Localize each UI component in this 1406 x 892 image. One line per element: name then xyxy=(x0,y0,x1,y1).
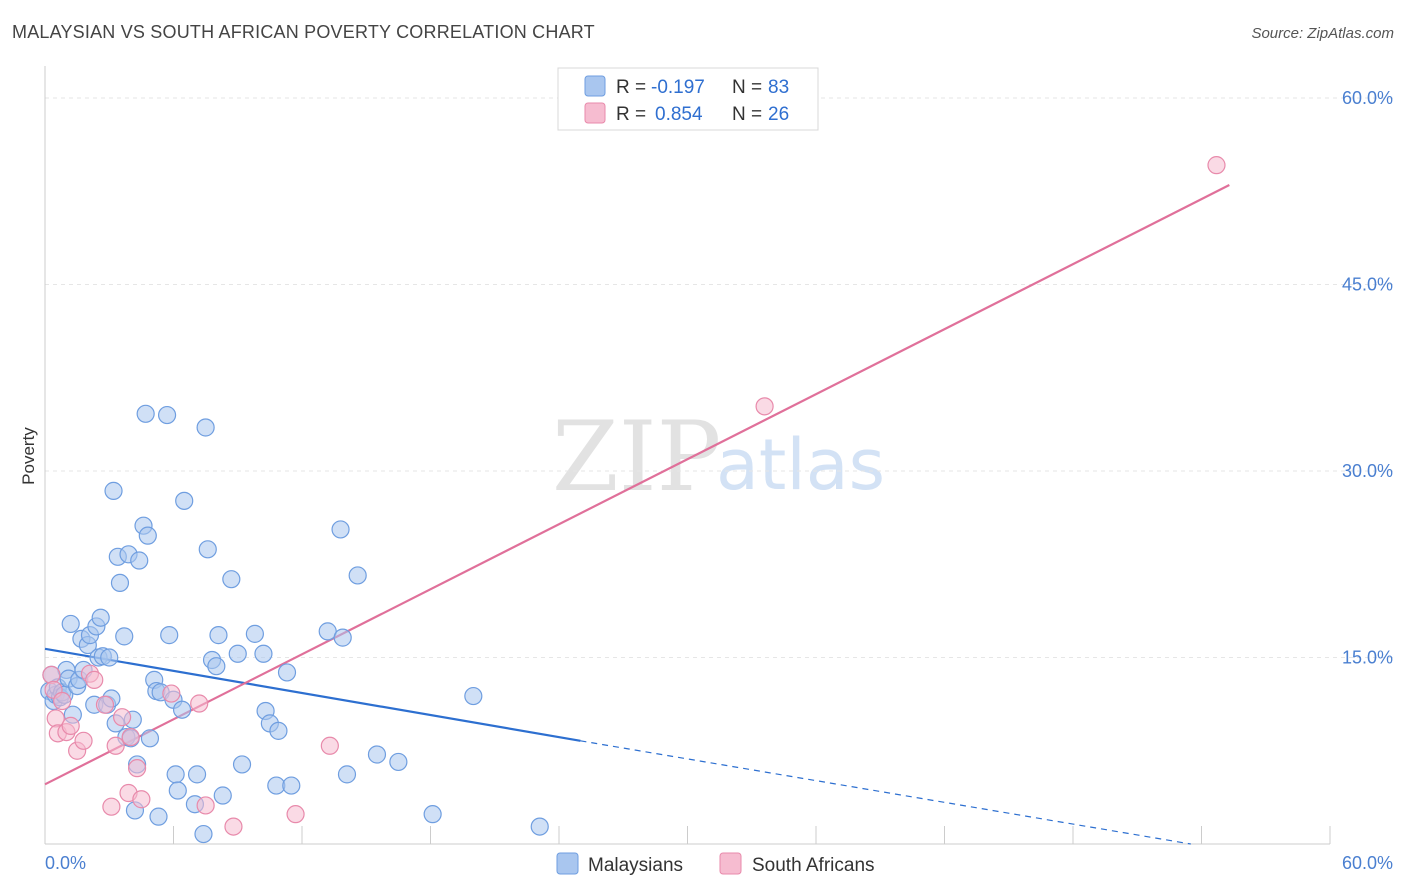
watermark-zip: ZIP xyxy=(552,401,721,513)
south-africans-points xyxy=(42,156,1226,836)
malaysians-point xyxy=(130,551,149,570)
south-africans-point xyxy=(190,694,209,713)
malaysians-point xyxy=(157,405,177,425)
malaysians-point xyxy=(196,418,215,437)
grid-lines xyxy=(45,97,1393,658)
malaysians-point xyxy=(348,566,367,585)
south-africans-point xyxy=(132,790,151,809)
malaysians-point xyxy=(110,573,130,593)
legend-swatch-malaysians xyxy=(584,75,606,97)
malaysians-point xyxy=(530,817,549,836)
bottom-legend-swatch-south-africans xyxy=(719,852,742,875)
malaysians-point xyxy=(282,776,301,795)
malaysians-trendline xyxy=(44,647,1191,845)
malaysians-point xyxy=(168,781,187,800)
y-axis-label: Poverty xyxy=(19,427,38,485)
malaysians-point xyxy=(166,765,185,784)
series-legend: Malaysians South Africans xyxy=(556,852,875,876)
south-africans-point xyxy=(224,817,243,836)
malaysians-point xyxy=(333,628,352,647)
legend-swatch-south-africans xyxy=(584,102,606,124)
correlation-legend: R = -0.197 N = 83 R = 0.854 N = 26 xyxy=(557,67,819,131)
malaysians-point xyxy=(331,520,350,539)
malaysians-point xyxy=(149,807,168,826)
south-africans-point xyxy=(61,716,80,735)
south-africans-point xyxy=(42,665,61,685)
south-africans-point xyxy=(755,397,774,416)
south-africans-point xyxy=(162,684,181,703)
malaysians-point xyxy=(198,540,217,559)
malaysians-point xyxy=(100,648,119,667)
legend-n-label-south-africans: N = xyxy=(732,104,762,125)
malaysians-point xyxy=(269,721,288,740)
malaysians-point xyxy=(423,805,442,824)
malaysians-point xyxy=(172,700,192,719)
south-africans-point xyxy=(102,797,121,816)
malaysians-point xyxy=(104,481,123,500)
watermark-atlas: atlas xyxy=(716,424,885,506)
legend-n-value-malaysians: 83 xyxy=(768,77,789,98)
malaysians-point xyxy=(277,663,297,682)
bottom-legend-label-south-africans: South Africans xyxy=(752,855,875,876)
x-tick-label: 60.0% xyxy=(1342,853,1393,873)
south-africans-point xyxy=(286,805,305,824)
malaysians-point xyxy=(61,614,80,634)
malaysians-point xyxy=(337,765,357,784)
legend-n-value-south-africans: 26 xyxy=(768,104,789,125)
y-tick-label: 60.0% xyxy=(1342,88,1393,108)
legend-n-label-malaysians: N = xyxy=(732,77,762,98)
south-africans-point xyxy=(112,708,132,727)
legend-r-value-malaysians: -0.197 xyxy=(651,77,705,98)
legend-r-value-south-africans: 0.854 xyxy=(655,104,703,125)
malaysians-point xyxy=(175,491,194,510)
south-africans-trendline xyxy=(44,184,1230,786)
malaysians-point xyxy=(254,644,273,663)
x-tick-labels: 0.0% 60.0% xyxy=(45,853,1393,873)
malaysians-trend-solid xyxy=(44,647,581,742)
south-africans-point xyxy=(320,736,339,755)
malaysians-point xyxy=(464,686,483,706)
axes xyxy=(44,66,1331,845)
south-africans-point xyxy=(74,731,93,750)
south-africans-point xyxy=(196,796,215,815)
malaysians-point xyxy=(187,765,207,784)
malaysians-point xyxy=(136,404,155,423)
malaysians-point xyxy=(209,626,228,645)
malaysians-point xyxy=(389,752,408,772)
malaysians-point xyxy=(232,755,252,774)
malaysians-point xyxy=(213,786,232,805)
y-tick-label: 30.0% xyxy=(1342,461,1393,481)
malaysians-point xyxy=(140,729,160,748)
bottom-legend-swatch-malaysians xyxy=(556,852,579,875)
malaysians-point xyxy=(115,627,134,646)
y-tick-labels: 15.0% 30.0% 45.0% 60.0% xyxy=(1342,88,1393,668)
south-africans-point xyxy=(53,691,72,711)
y-tick-label: 45.0% xyxy=(1342,275,1393,295)
malaysians-point xyxy=(228,644,247,663)
x-tick-label: 0.0% xyxy=(45,853,86,873)
south-africans-point xyxy=(127,759,147,778)
malaysians-point xyxy=(367,745,387,764)
south-africans-point xyxy=(85,670,104,689)
south-africans-point xyxy=(95,695,115,714)
malaysians-point xyxy=(160,626,179,645)
bottom-legend-label-malaysians: Malaysians xyxy=(588,855,683,876)
south-africans-point xyxy=(106,736,125,755)
malaysians-trend-dashed xyxy=(580,740,1191,845)
malaysians-point xyxy=(91,608,110,627)
malaysians-point xyxy=(207,657,226,676)
malaysians-point xyxy=(222,570,241,589)
malaysians-point xyxy=(194,824,213,844)
malaysians-point xyxy=(245,624,264,643)
chart-source: Source: ZipAtlas.com xyxy=(1251,25,1394,42)
legend-r-label-malaysians: R = xyxy=(616,77,646,98)
y-tick-label: 15.0% xyxy=(1342,648,1393,668)
chart-title: MALAYSIAN VS SOUTH AFRICAN POVERTY CORRE… xyxy=(12,22,595,42)
legend-r-label-south-africans: R = xyxy=(616,104,646,125)
south-africans-trend-solid xyxy=(44,184,1230,786)
malaysians-point xyxy=(138,526,157,545)
south-africans-point xyxy=(121,727,140,747)
south-africans-point xyxy=(1207,156,1226,175)
